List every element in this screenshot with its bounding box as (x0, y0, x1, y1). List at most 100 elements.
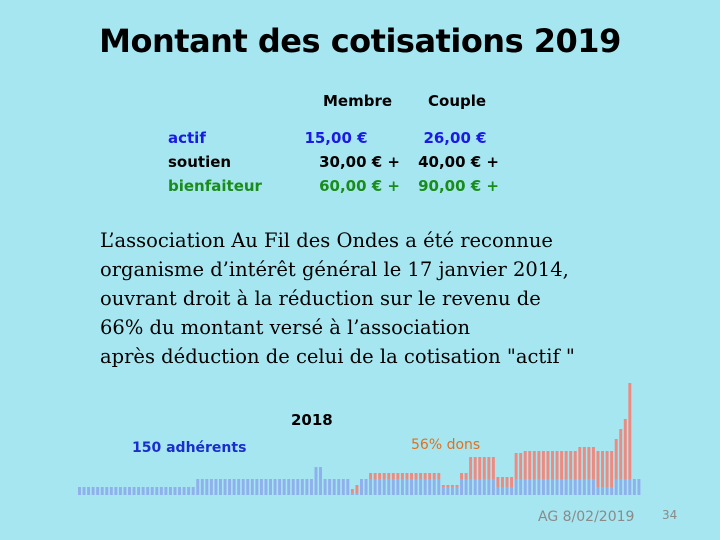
donations-bar (400, 473, 404, 479)
members-bar (478, 479, 482, 495)
members-bar (551, 479, 554, 495)
members-bar (464, 479, 468, 495)
members-bar (569, 479, 573, 495)
donations-bar (491, 457, 495, 479)
members-bar (437, 479, 441, 495)
chart-members-label: 150 adhérents (132, 440, 247, 456)
fee-soutien-couple: 40,00 € + (418, 153, 499, 171)
donations-bar (569, 451, 573, 479)
chart-donations-label: 56% dons (411, 437, 481, 453)
members-bar (109, 487, 113, 495)
donations-bar (496, 477, 500, 487)
donations-bar (419, 473, 423, 479)
members-bar (191, 487, 195, 495)
paragraph-line: 66% du montant versé à l’association (100, 316, 471, 339)
fee-row-label-soutien: soutien (168, 153, 232, 171)
donations-bar (614, 439, 618, 479)
members-bar (482, 479, 486, 495)
donations-bar (469, 457, 473, 479)
members-bar (205, 479, 209, 495)
donations-bar (350, 489, 354, 493)
donations-bar (610, 451, 614, 487)
members-bar (200, 479, 204, 495)
members-bar (541, 479, 545, 495)
members-bar (455, 487, 459, 495)
members-bar (314, 467, 318, 495)
donations-bar (519, 453, 523, 479)
members-bar (287, 479, 291, 495)
members-bar (373, 479, 377, 495)
members-bar (87, 487, 91, 495)
donations-bar (537, 451, 541, 479)
members-bar (105, 487, 109, 495)
donations-bar (423, 473, 427, 479)
paragraph-line: organisme d’intérêt général le 17 janvie… (100, 258, 569, 281)
members-bar (78, 487, 81, 495)
members-bar (223, 479, 227, 495)
members-bar (187, 487, 191, 495)
members-bar (400, 479, 404, 495)
donations-bar (382, 473, 386, 479)
members-bar (560, 479, 564, 495)
members-bar (596, 487, 600, 495)
members-bar (328, 479, 332, 495)
members-bar (623, 479, 627, 495)
members-bar (291, 479, 295, 495)
members-bar (369, 479, 373, 495)
members-bar (601, 487, 605, 495)
members-bar (423, 479, 427, 495)
donations-bar (355, 485, 359, 493)
column-header-couple: Couple (428, 92, 487, 110)
donations-bar (510, 477, 514, 487)
donations-bar (587, 447, 591, 479)
donations-bar (514, 453, 518, 479)
members-bar (155, 487, 159, 495)
members-bar (209, 479, 213, 495)
paragraph-line: L’association Au Fil des Ondes a été rec… (100, 229, 553, 252)
members-bar (259, 479, 263, 495)
members-bar (323, 479, 327, 495)
members-bar (319, 467, 323, 495)
members-bar (214, 479, 218, 495)
members-bar (537, 479, 541, 495)
paragraph-line: ouvrant droit à la réduction sur le reve… (100, 287, 541, 310)
donations-bar (628, 383, 632, 479)
membership-chart (0, 360, 720, 500)
members-bar (346, 479, 350, 495)
members-bar (419, 479, 423, 495)
members-bar (619, 479, 623, 495)
members-bar (337, 479, 341, 495)
members-bar (100, 487, 104, 495)
members-bar (460, 479, 464, 495)
donations-bar (619, 429, 623, 479)
members-bar (159, 487, 163, 495)
members-bar (232, 479, 236, 495)
members-bar (491, 479, 495, 495)
members-bar (528, 479, 532, 495)
donations-bar (582, 447, 586, 479)
members-bar (355, 493, 359, 495)
fee-table: Membre Couple actif 15,00 € 26,00 € sout… (0, 0, 720, 200)
members-bar (278, 479, 282, 495)
members-bar (555, 479, 559, 495)
members-bar (396, 479, 400, 495)
donations-bar (487, 457, 491, 479)
donations-bar (505, 477, 509, 487)
donations-bar (391, 473, 395, 479)
members-bar (605, 487, 609, 495)
members-bar (469, 479, 473, 495)
members-bar (382, 479, 386, 495)
members-bar (637, 479, 641, 495)
donations-bar (396, 473, 400, 479)
members-bar (582, 479, 586, 495)
members-bar (150, 487, 154, 495)
donations-bar (414, 473, 418, 479)
donations-bar (373, 473, 377, 479)
members-bar (132, 487, 136, 495)
donations-bar (405, 473, 409, 479)
donations-bar (369, 473, 373, 479)
members-bar (173, 487, 177, 495)
fee-row-label-actif: actif (168, 129, 206, 147)
fee-soutien-member: 30,00 € + (319, 153, 400, 171)
fee-actif-couple: 26,00 € (423, 129, 487, 147)
